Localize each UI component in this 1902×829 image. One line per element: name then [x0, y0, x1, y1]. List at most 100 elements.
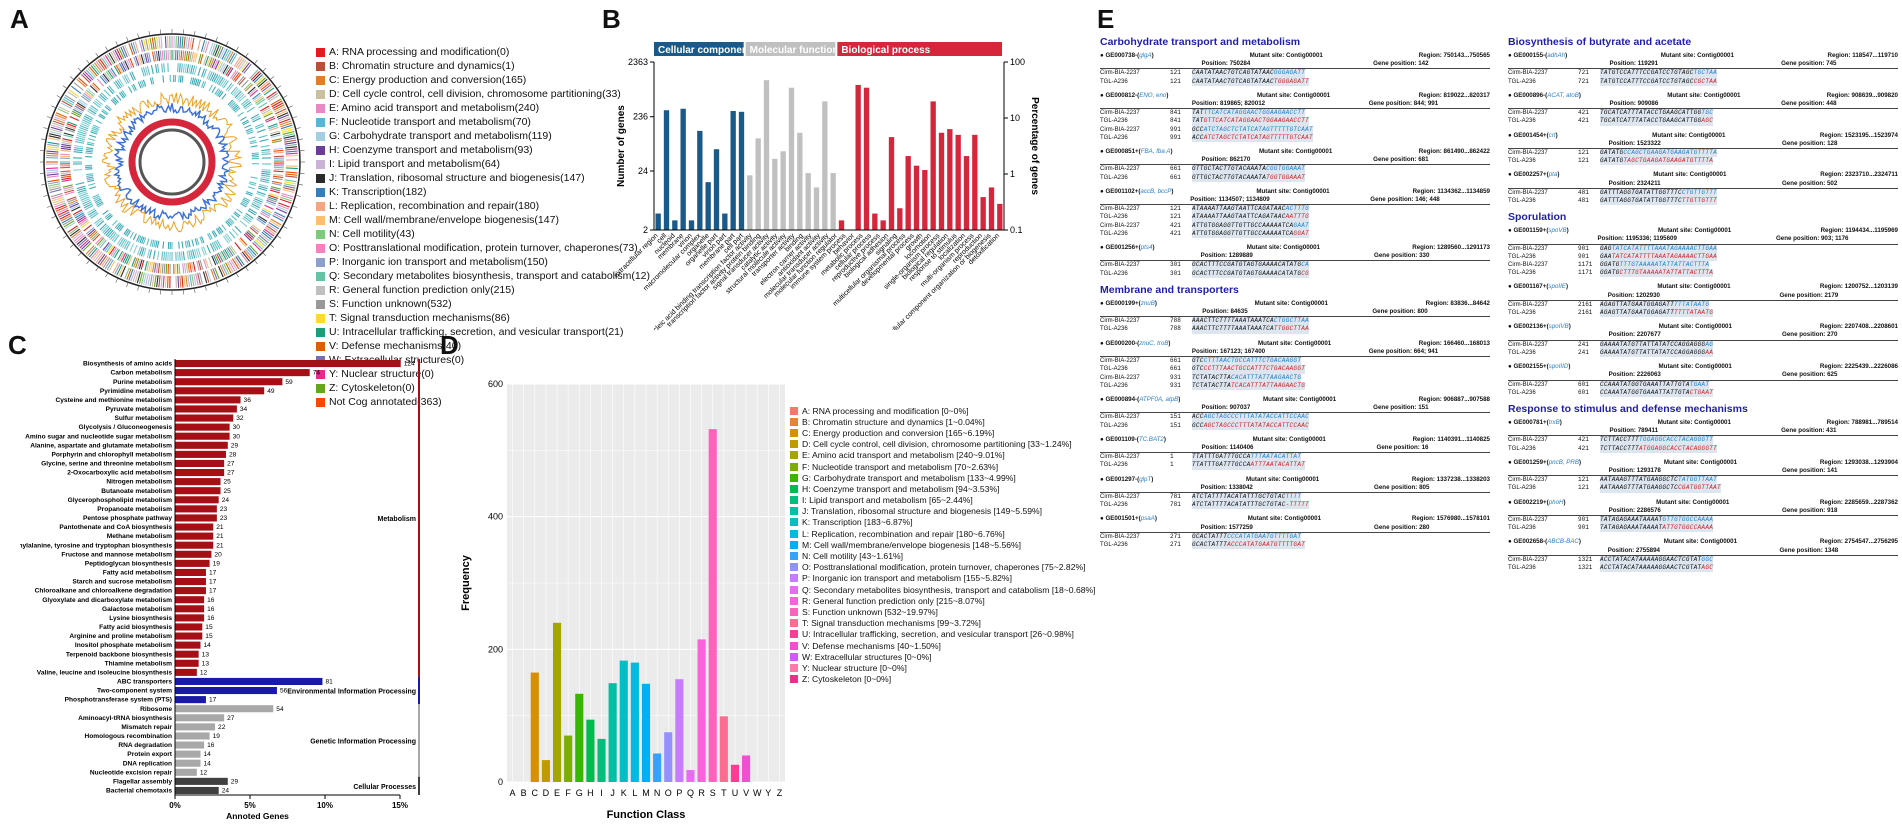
gene-position: Gene position: 142: [1373, 60, 1429, 68]
genome-tick: [43, 194, 49, 197]
gene-mark: [212, 44, 218, 56]
gene-name: spoIVB: [1548, 323, 1569, 331]
gene-mark: [80, 196, 90, 201]
mutation-base: CCTTTAACTGCCATTTCTGACAAGGT: [1203, 365, 1306, 373]
entry-header: ● GE000781+(trxB) Mutant site: Contig0000…: [1508, 419, 1898, 427]
gene-mark: [199, 236, 203, 244]
seq-position: 991: [1170, 125, 1181, 133]
mutation-base: GTTGTGGCCAAAA: [1662, 515, 1714, 523]
gene-mark: [180, 63, 183, 73]
gene-mark: [95, 252, 104, 263]
region: Region: 750143...750565: [1418, 52, 1490, 59]
sequence-row: TGL-A236 721 TATGTCCATTTCCGATCCTGTAGCCGCTA…: [1508, 77, 1898, 86]
gene-mark: [273, 170, 284, 173]
legend-swatch: [316, 159, 325, 169]
gene-mark: [75, 138, 85, 142]
gene-mark: [164, 36, 167, 49]
gene-mark: [243, 63, 252, 74]
y-tick-label: 2: [643, 225, 648, 235]
gene-mark: [156, 36, 159, 49]
gene-mark: [277, 114, 290, 120]
gene-mark: [266, 91, 277, 99]
gene-mark: [221, 93, 227, 100]
strain-name: Cirm-BIA-2237: [1100, 126, 1140, 133]
genome-tick: [215, 36, 218, 42]
gene-mark: [67, 198, 77, 203]
gene-mark: [279, 198, 292, 204]
gene-mark: [64, 221, 76, 230]
gene-mark: [52, 198, 65, 204]
sequence: GATATGCCAGCTGAAGATGAAGATGTTTTA: [1600, 149, 1718, 158]
legend-swatch: [316, 47, 325, 57]
gene-mark: [75, 214, 85, 221]
legend-swatch: [316, 243, 325, 253]
gene-mark: [192, 52, 196, 63]
gene-mark: [240, 252, 249, 263]
gene-mark: [262, 110, 273, 117]
kegg-category-label: Biosynthesis of amino acids: [83, 361, 172, 368]
gene-mark: [142, 237, 147, 245]
gene-mark: [89, 211, 98, 218]
legend-swatch: [790, 663, 798, 672]
genome-tick: [295, 194, 301, 197]
kegg-value-label: 24: [222, 497, 230, 504]
go-bar: [930, 101, 936, 230]
genome-tick: [62, 85, 68, 89]
kegg-category-label: Glyoxylate and dicarboxylate metabolism: [42, 597, 172, 604]
gene-mark: [271, 138, 282, 142]
sequence-base: ATAAAATTAAGTAATTCAGATAAC: [1192, 213, 1286, 221]
paren: ): [1178, 395, 1181, 403]
legend-label: I: Lipid transport and metabolism [65~2.…: [802, 495, 973, 506]
gene-mark: [257, 187, 267, 192]
gene-mark: [162, 275, 165, 288]
legend-swatch: [790, 630, 798, 639]
gene-mark: [218, 77, 224, 86]
gene-mark: [194, 238, 198, 246]
gene-mark: [130, 269, 136, 282]
kegg-bar: [175, 632, 203, 640]
x-tick-label: T: [721, 788, 727, 798]
gene-mark: [258, 134, 268, 139]
gene-mark: [128, 43, 134, 56]
legend-entry-a: G: Carbohydrate transport and metabolism…: [316, 129, 650, 143]
legend-label: G: Carbohydrate transport and metabolism…: [329, 130, 552, 142]
kegg-category-label: Protein export: [127, 751, 173, 758]
strain-name: Cirm-BIA-2237: [1508, 301, 1548, 308]
position-row: Position: 1293178 Gene position: 141: [1508, 467, 1898, 477]
gene-mark: [259, 138, 269, 142]
gene-mark: [77, 189, 87, 194]
gene-mark: [112, 50, 119, 62]
kegg-value-label: 16: [207, 742, 215, 749]
gene-mark: [98, 95, 106, 103]
gene-id: ● GE000894-(ATPF0A, atpB): [1100, 396, 1180, 404]
gene-id-text: GE002658-: [1513, 538, 1546, 546]
x-tick-label: Z: [777, 788, 783, 798]
position: Position: 2226063: [1608, 371, 1661, 379]
legend-entry-d: Y: Nuclear structure [0~0%]: [790, 662, 1096, 673]
gene-mark: [64, 189, 75, 194]
go-bar: [872, 213, 878, 230]
sequence-base: GCC: [1192, 125, 1204, 133]
gene-mark: [87, 110, 96, 116]
gene-mark: [144, 260, 148, 271]
gene-mark: [92, 126, 100, 130]
sequence-base: ATAAAATTAAGTAATTCAGATAAC: [1192, 205, 1286, 213]
bullet: ●: [1508, 171, 1514, 179]
gene-mark: [268, 192, 279, 198]
gene-mark: [217, 46, 224, 59]
mutation-base: TGAAT: [1689, 380, 1710, 388]
gene-mark: [204, 258, 209, 269]
x-tick-label: 0%: [169, 801, 181, 810]
strain-name: TGL-A236: [1508, 78, 1536, 85]
legend-label: P: Inorganic ion transport and metabolis…: [802, 573, 1012, 584]
gene-mark: [244, 103, 253, 110]
sequence-base: ACC: [1192, 413, 1204, 421]
gene-mark: [83, 201, 92, 207]
legend-entry-a: Y: Nuclear structure(0): [316, 367, 650, 381]
genome-tick: [287, 215, 293, 219]
sequence: ACCTATACATAAAAAGGAACTCGTATGGC: [1600, 555, 1714, 564]
gene-mark: [90, 105, 99, 112]
gene-mark: [223, 263, 230, 275]
gene-mark: [112, 219, 118, 226]
gene-mark: [189, 51, 192, 62]
